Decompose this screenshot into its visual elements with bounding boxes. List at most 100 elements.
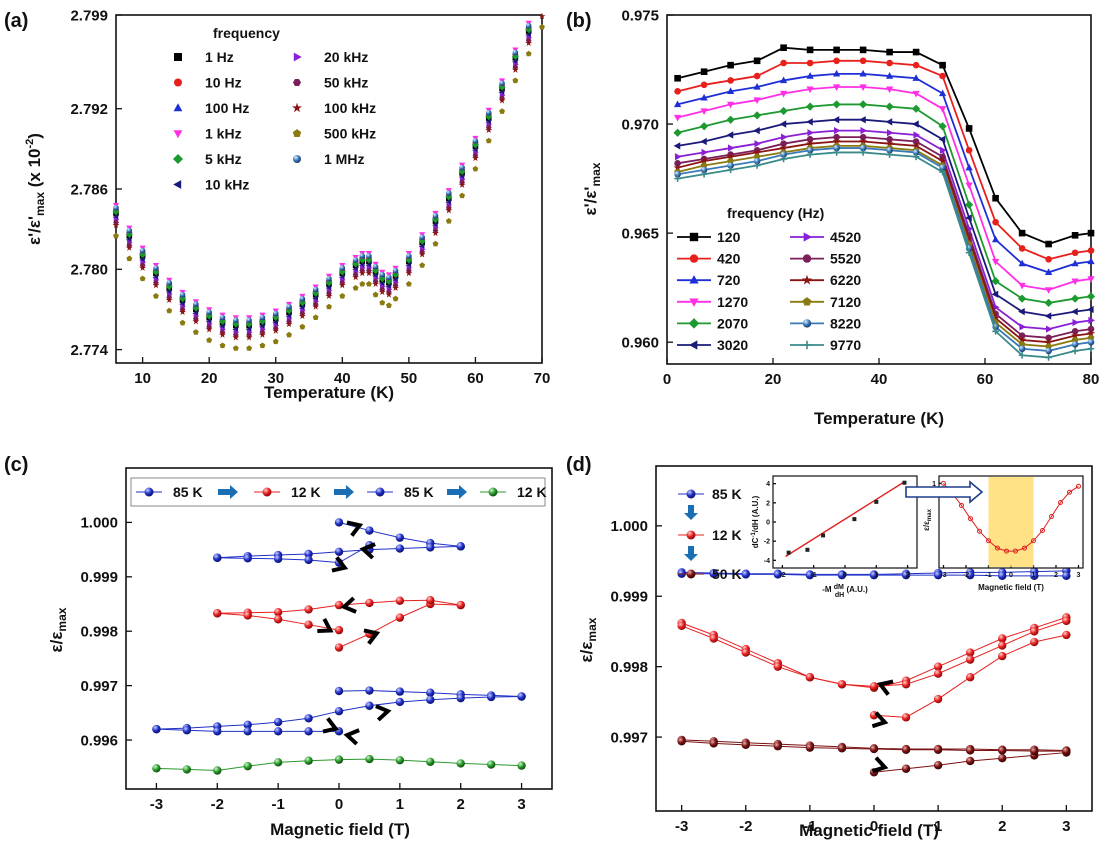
data-point — [779, 76, 788, 84]
data-point — [673, 100, 682, 108]
data-point — [395, 533, 405, 542]
data-point — [246, 345, 253, 351]
data-point — [998, 634, 1007, 643]
data-point — [472, 138, 479, 144]
data-point — [753, 97, 761, 105]
data-point — [1071, 249, 1079, 257]
data-point — [392, 284, 400, 291]
panel-d-inset-1: -2 -1 0 1 2 -4 -2 0 2 4 -M dM dH (A.U.) dC-1/dH (A… — [751, 475, 918, 599]
data-point — [259, 342, 266, 349]
data-point — [780, 140, 787, 147]
data-point — [727, 77, 734, 84]
data-point — [1087, 247, 1095, 254]
data-point — [885, 86, 894, 94]
data-point — [272, 310, 279, 317]
data-point — [833, 126, 841, 135]
data-point — [165, 283, 173, 291]
data-point — [419, 234, 425, 240]
y-tick-label: 0.999 — [610, 589, 648, 606]
data-point — [1018, 335, 1027, 344]
data-point — [392, 267, 399, 274]
data-point — [780, 155, 787, 163]
panel-a-y-axis-label: ε'/ε'max (x 10-2) — [24, 133, 47, 245]
data-point — [272, 313, 280, 321]
data-point — [977, 528, 982, 534]
direction-arrow — [871, 756, 889, 774]
direction-arrow — [343, 728, 360, 746]
data-point — [1030, 637, 1039, 647]
data-point — [874, 499, 879, 504]
data-point — [1088, 316, 1095, 325]
data-point — [166, 307, 173, 314]
data-point — [968, 516, 973, 522]
data-point — [285, 307, 293, 315]
data-point — [139, 264, 147, 271]
data-point — [273, 615, 283, 624]
data-point — [125, 231, 133, 239]
x-tick-label: -1 — [985, 572, 991, 579]
data-point — [525, 50, 532, 57]
data-point — [304, 555, 313, 565]
data-point — [933, 662, 943, 671]
data-point — [773, 570, 783, 579]
data-point — [833, 133, 840, 141]
data-point — [273, 554, 283, 564]
data-point — [304, 549, 313, 559]
data-point — [1019, 323, 1027, 331]
data-point — [456, 600, 465, 610]
legend-label: 1 Hz — [205, 49, 234, 65]
data-point — [933, 761, 943, 770]
panel-a-x-axis-label: Temperature (K) — [264, 383, 394, 402]
data-point — [219, 331, 226, 338]
legend-label: 85 K — [404, 484, 434, 500]
data-point — [395, 613, 405, 622]
data-point — [1045, 354, 1052, 361]
direction-arrow — [363, 628, 381, 645]
legend-marker — [802, 297, 812, 306]
legend-label: 7120 — [830, 294, 861, 310]
data-point — [258, 318, 266, 326]
data-point — [326, 275, 332, 282]
data-point — [456, 759, 465, 768]
data-point — [334, 643, 344, 652]
data-point — [860, 126, 868, 135]
data-point — [1045, 255, 1052, 263]
data-point — [726, 131, 734, 139]
data-point — [152, 724, 161, 734]
data-point — [125, 244, 133, 251]
data-point — [1062, 616, 1071, 626]
panel-d-x-axis-label: Magnetic field (T) — [799, 821, 939, 840]
legend-marker — [144, 487, 154, 497]
data-point — [991, 276, 1000, 286]
y-tick-label: 0.970 — [621, 116, 659, 133]
data-point — [673, 163, 682, 172]
x-tick-label: 1 — [396, 796, 404, 813]
panel-a: (a) 10 20 30 40 50 60 70 2.774 2.780 2.786 2.792 2.… — [4, 7, 550, 402]
data-point — [259, 314, 266, 321]
data-point — [964, 200, 974, 209]
x-tick-label: 2 — [998, 818, 1006, 835]
y-tick-label: 1 — [932, 481, 936, 488]
data-point — [166, 279, 173, 286]
data-point — [832, 100, 841, 109]
data-point — [869, 682, 879, 691]
data-point — [806, 72, 814, 79]
legend-marker — [689, 298, 699, 307]
data-point — [182, 765, 192, 774]
inset-1-y-axis-label: dC-1/dH (A.U.) — [751, 495, 760, 548]
x-tick-label: 30 — [267, 370, 284, 387]
data-point — [372, 267, 380, 275]
x-tick-label: 0 — [870, 818, 878, 835]
data-point — [1086, 329, 1096, 337]
data-point — [499, 108, 505, 114]
data-point — [485, 113, 493, 121]
data-point — [379, 299, 386, 306]
x-tick-label: 80 — [1083, 371, 1100, 388]
data-point — [395, 596, 405, 605]
data-point — [395, 755, 405, 765]
data-point — [338, 268, 346, 276]
y-tick-label: 0.975 — [621, 7, 659, 24]
legend-label: 12 K — [712, 527, 742, 543]
data-point — [395, 697, 405, 707]
data-point — [334, 518, 344, 527]
